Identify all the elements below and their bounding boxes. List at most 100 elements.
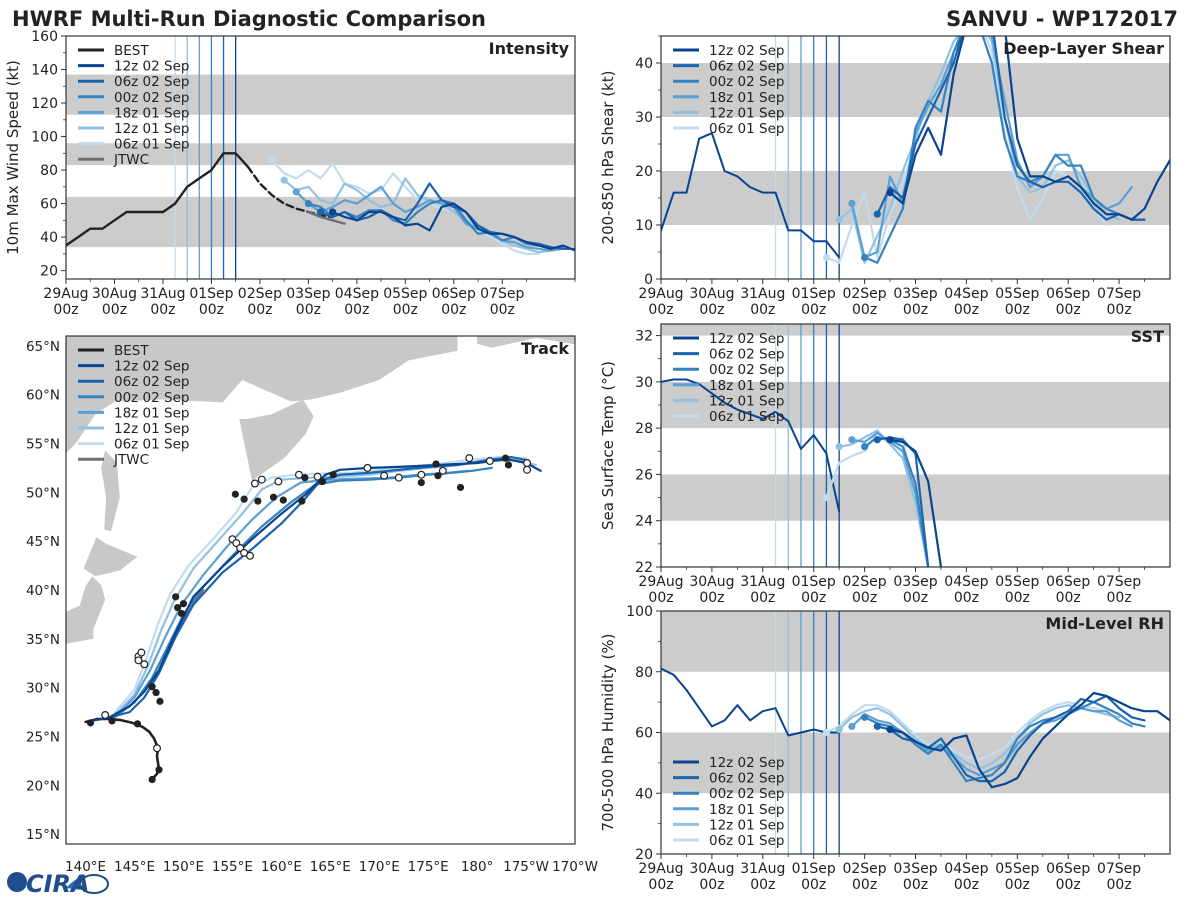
cira-logo: CIRA: [7, 870, 109, 898]
track-marker-closed: [179, 600, 188, 608]
x-tick-label: 05Sep: [995, 286, 1039, 302]
series-start-point: [886, 436, 894, 444]
track-marker-closed: [173, 603, 182, 612]
panel-sst-plot-area: [661, 324, 1170, 567]
cira-logo-badge-icon: [79, 874, 109, 894]
track-marker-closed: [417, 478, 425, 487]
legend-label: 12z 01 Sep: [114, 421, 189, 437]
track-marker-closed: [318, 477, 327, 486]
track-panel: 140°E 145°E 150°E 155°E 160°E 165°E 170°E 175°E…: [26, 335, 598, 875]
series-line: [876, 36, 1146, 221]
track-marker-open: [380, 471, 389, 480]
track-marker-closed: [156, 697, 164, 705]
series-start-point: [292, 188, 300, 196]
x-tick-sublabel: 00z: [750, 302, 775, 318]
track-y-tick-label: 40°N: [26, 583, 60, 599]
panel-intensity-frame: [65, 35, 576, 280]
legend-label: 06z 02 Sep: [709, 347, 784, 363]
x-tick-sublabel: 00z: [801, 590, 826, 606]
series-start-point: [861, 443, 869, 451]
x-tick-label: 07Sep: [1097, 574, 1141, 590]
x-tick-label: 02Sep: [842, 574, 886, 590]
y-tick-label: 30: [635, 375, 653, 391]
legend-label: 06z 02 Sep: [114, 374, 189, 390]
x-tick-label: 03Sep: [893, 286, 937, 302]
x-tick-sublabel: 00z: [490, 302, 515, 318]
x-tick-sublabel: 00z: [852, 590, 877, 606]
x-tick-sublabel: 00z: [344, 302, 369, 318]
x-tick-sublabel: 00z: [296, 302, 321, 318]
track-marker-open: [417, 470, 426, 479]
series-start-point: [280, 176, 288, 184]
y-tick-label: 20: [635, 847, 653, 863]
x-tick-label: 02Sep: [842, 286, 886, 302]
y-tick-label: 100: [626, 604, 653, 620]
x-tick-label: 03Sep: [893, 574, 937, 590]
x-tick-label: 31Aug: [740, 286, 785, 302]
legend-label: 00z 02 Sep: [709, 74, 784, 90]
y-tick-label: 40: [635, 56, 653, 72]
legend-label: 06z 01 Sep: [709, 121, 784, 137]
track-frame: [65, 335, 576, 845]
legend-label: 12z 02 Sep: [709, 43, 784, 59]
x-tick-sublabel: 00z: [699, 590, 724, 606]
best-marker-closed: [86, 719, 95, 727]
x-tick-label: 29Aug: [43, 286, 88, 302]
legend-label: 00z 02 Sep: [114, 390, 189, 406]
track-marker-closed: [254, 497, 262, 505]
track-marker-open: [313, 472, 322, 481]
threshold-band: [66, 196, 575, 248]
track-marker-closed: [504, 461, 513, 469]
legend-label: 18z 01 Sep: [114, 105, 189, 121]
track-marker-open: [137, 648, 146, 657]
series-start-point: [886, 725, 894, 734]
series-line: [888, 36, 1170, 221]
track-x-tick-label: 175°W: [503, 859, 549, 875]
shear-panel: 01020304029Aug00z30Aug00z31Aug00z01Sep00…: [599, 35, 1171, 318]
track-marker-open: [465, 454, 474, 463]
panel-title: Mid-Level RH: [1045, 614, 1164, 633]
y-tick-label: 60: [40, 197, 58, 213]
series-start-point: [848, 199, 856, 207]
y-tick-label: 26: [635, 467, 653, 483]
kamchatka-land: [239, 399, 314, 481]
jtwc-line: [307, 210, 346, 225]
best-marker-closed: [148, 775, 156, 784]
panel-rh-plot-area: [661, 611, 1170, 854]
y-tick-label: 20: [40, 264, 58, 280]
series-line: [888, 438, 943, 567]
x-tick-label: 01Sep: [792, 861, 836, 877]
series-start-point: [835, 443, 843, 451]
series-start-point: [861, 713, 869, 721]
x-tick-label: 07Sep: [1097, 861, 1141, 877]
track-y-tick-label: 60°N: [26, 388, 60, 404]
legend-label: 12z 01 Sep: [114, 121, 189, 137]
y-tick-label: 160: [31, 29, 58, 45]
x-tick-label: 06Sep: [432, 286, 476, 302]
x-tick-sublabel: 00z: [801, 302, 826, 318]
x-tick-sublabel: 00z: [750, 877, 775, 893]
best-marker-open: [101, 711, 110, 720]
bering-arctic-land: [477, 336, 575, 348]
legend-label: 12z 02 Sep: [114, 359, 189, 375]
y-tick-label: 20: [635, 164, 653, 180]
legend-label: 12z 02 Sep: [114, 59, 189, 75]
track-marker-closed: [432, 460, 440, 468]
track-x-tick-label: 145°E: [114, 859, 155, 875]
x-tick-label: 05Sep: [383, 286, 427, 302]
series-line: [888, 691, 1170, 789]
threshold-band: [66, 143, 575, 166]
y-tick-label: 40: [40, 230, 58, 246]
legend-label: 00z 02 Sep: [114, 90, 189, 106]
threshold-band: [661, 381, 1170, 429]
track-marker-closed: [177, 609, 186, 618]
track-y-tick-label: 15°N: [26, 827, 60, 843]
track-y-tick-label: 30°N: [26, 681, 60, 697]
series-line: [319, 182, 575, 250]
panel-title: Intensity: [489, 39, 570, 58]
legend-label: 06z 02 Sep: [114, 74, 189, 90]
track-marker-open: [294, 470, 303, 479]
threshold-band: [661, 611, 1170, 672]
best-marker-closed: [155, 766, 163, 774]
legend-label: 12z 01 Sep: [709, 393, 784, 409]
